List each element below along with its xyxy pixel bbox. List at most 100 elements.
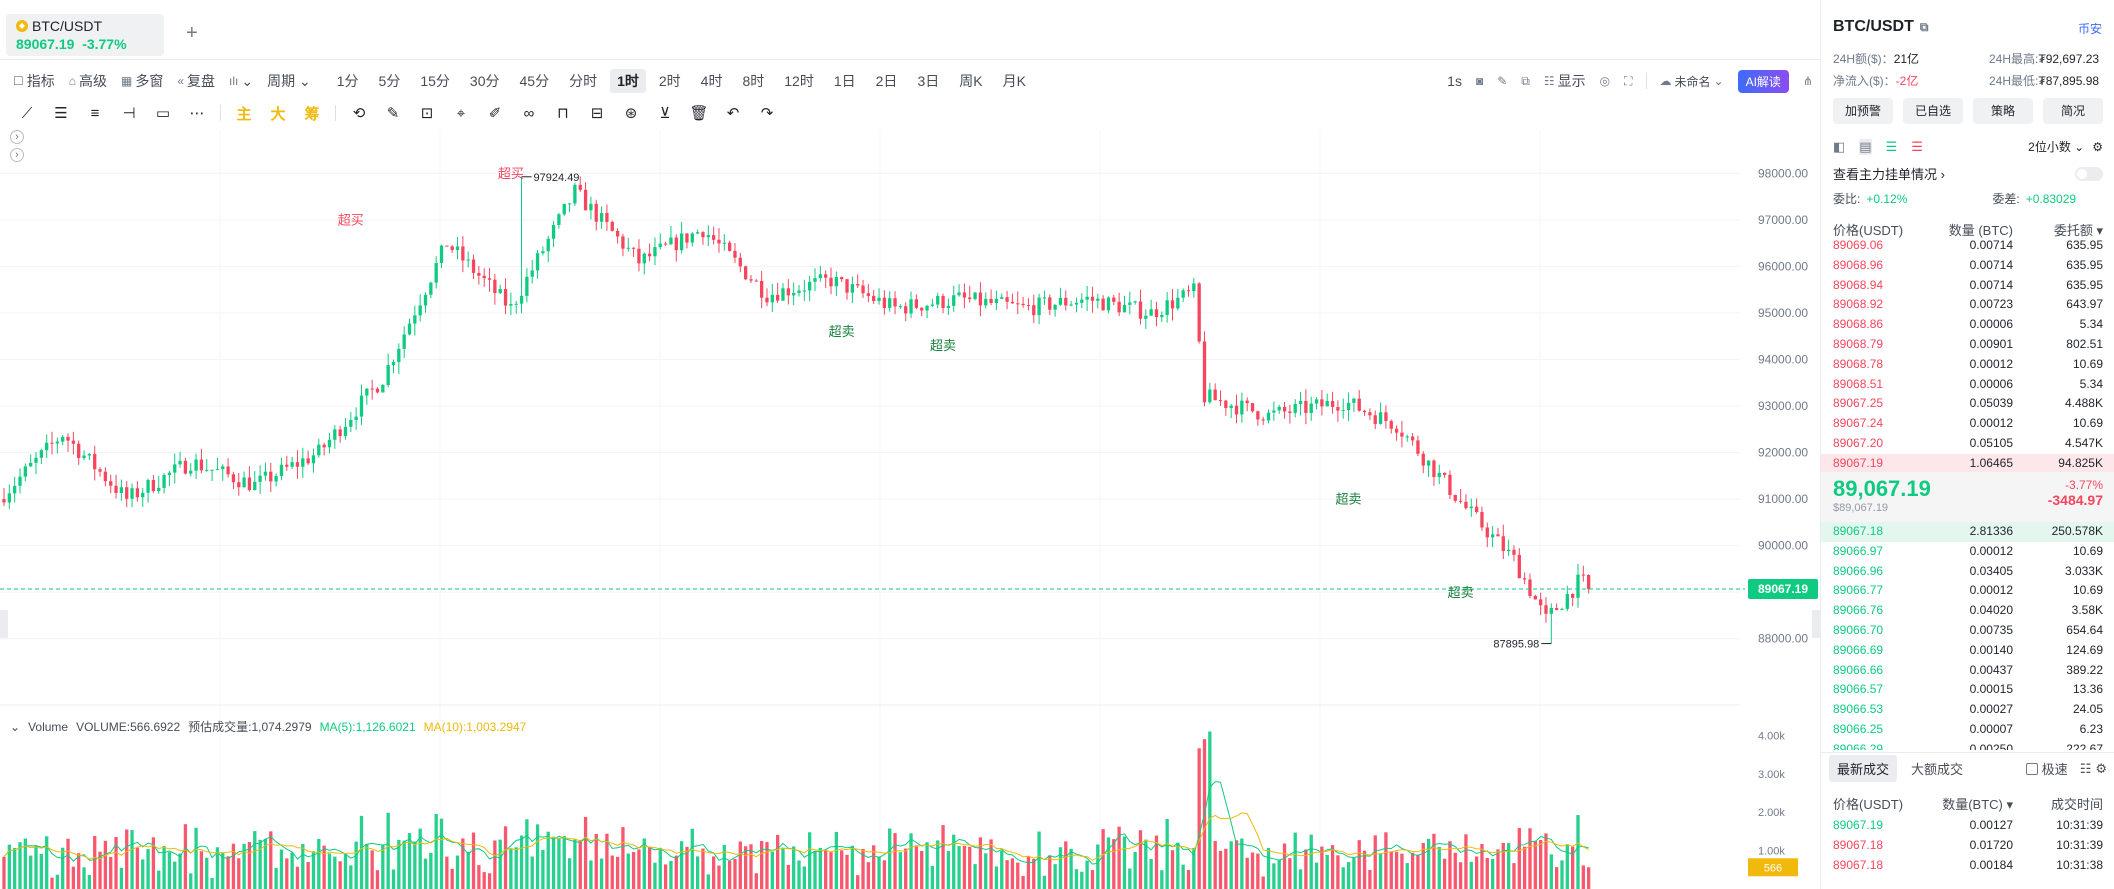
ask-row[interactable]: 89068.94 0.00714 635.95 — [1821, 276, 2114, 296]
drawing-tool-3[interactable]: ⊣ — [122, 105, 136, 122]
interval-2[interactable]: 15分 — [420, 73, 450, 89]
ai-button[interactable]: AI解读 — [1731, 69, 1796, 93]
drawing-tool-7[interactable]: 大 — [270, 105, 286, 123]
ask-row[interactable]: 89068.78 0.00012 10.69 — [1821, 355, 2114, 375]
toolbar-replay-button[interactable]: «复盘 — [170, 69, 222, 93]
toolbar-ctype-button[interactable]: ılı ⌄ — [222, 69, 260, 93]
bid-row[interactable]: 89067.18 2.81336 250.578K — [1821, 522, 2114, 542]
ask-row[interactable]: 89068.79 0.00901 802.51 — [1821, 335, 2114, 355]
drawing-tool-11[interactable]: ⊡ — [420, 105, 434, 122]
view-both-icon[interactable]: ◧ — [1833, 138, 1846, 154]
tab-large-trades[interactable]: 大额成交 — [1911, 762, 1964, 777]
expand-icon[interactable]: › — [10, 130, 24, 144]
panel-button-0[interactable]: 加预警 — [1833, 98, 1893, 124]
panel-button-1[interactable]: 已自选 — [1903, 98, 1963, 124]
drawing-tool-2[interactable]: ≡ — [90, 104, 100, 122]
interval-13[interactable]: 3日 — [917, 73, 940, 89]
drawing-tool-9[interactable]: ⟲ — [352, 105, 366, 122]
ask-row[interactable]: 89067.25 0.05039 4.488K — [1821, 394, 2114, 414]
trade-row[interactable]: 89067.19 0.00127 10:31:39 — [1821, 816, 2114, 836]
interval-6[interactable]: 1时 — [610, 69, 646, 93]
ob-header-total[interactable]: 委托额 ▾ — [2053, 223, 2103, 238]
drawing-tool-16[interactable]: ⊟ — [590, 105, 604, 122]
decimals-dropdown[interactable]: 2位小数 ⌄ — [2028, 140, 2085, 154]
candlestick-chart[interactable]: 98000.00 97000.00 96000.00 95000.00 94000.00… — [0, 130, 1820, 889]
drawing-tool-21[interactable]: ↷ — [760, 105, 774, 122]
drawing-tool-8[interactable]: 筹 — [304, 105, 320, 123]
bid-row[interactable]: 89066.77 0.00012 10.69 — [1821, 581, 2114, 601]
interval-14[interactable]: 周K — [959, 73, 983, 89]
ask-row[interactable]: 89067.20 0.05105 4.547K — [1821, 434, 2114, 454]
pen-icon[interactable]: ✎ — [1497, 74, 1508, 88]
camera-icon[interactable]: ◙ — [1475, 74, 1484, 88]
toolbar-multi-button[interactable]: ▦ 多窗 — [114, 69, 170, 93]
ask-row[interactable]: 89067.24 0.00012 10.69 — [1821, 414, 2114, 434]
drawing-tool-6[interactable]: 主 — [236, 105, 252, 123]
expand-icon[interactable]: › — [10, 148, 24, 162]
list-icon[interactable]: ☷ — [2079, 760, 2092, 776]
drawing-tool-17[interactable]: ⊛ — [624, 105, 638, 122]
display-button[interactable]: ☷ 显示 — [1537, 69, 1593, 93]
interval-5[interactable]: 分时 — [569, 73, 598, 89]
bid-row[interactable]: 89066.66 0.00437 389.22 — [1821, 661, 2114, 681]
bid-row[interactable]: 89066.25 0.00007 6.23 — [1821, 720, 2114, 740]
period-dropdown[interactable]: 周期 ⌄ — [260, 69, 318, 93]
bid-row[interactable]: 89066.76 0.04020 3.58K — [1821, 601, 2114, 621]
drawing-tool-19[interactable]: 🗑 — [689, 105, 709, 122]
bid-row[interactable]: 89066.53 0.00027 24.05 — [1821, 700, 2114, 720]
interval-1[interactable]: 5分 — [378, 73, 401, 89]
panel-button-2[interactable]: 策略 — [1973, 98, 2033, 124]
drawing-tool-15[interactable]: ⊓ — [557, 105, 569, 122]
ask-row[interactable]: 89069.06 0.00714 635.95 — [1821, 236, 2114, 256]
layout-dropdown[interactable]: ☁ 未命名 ⌄ — [1659, 74, 1724, 89]
interval-3[interactable]: 30分 — [469, 73, 500, 89]
interval-0[interactable]: 1分 — [336, 73, 359, 89]
interval-10[interactable]: 12时 — [784, 73, 814, 89]
trade-row[interactable]: 89067.18 0.01720 10:31:39 — [1821, 836, 2114, 856]
interval-12[interactable]: 2日 — [875, 73, 898, 89]
ask-row[interactable]: 89068.51 0.00006 5.34 — [1821, 375, 2114, 395]
drawing-tool-20[interactable]: ↶ — [726, 105, 740, 122]
view-split-icon[interactable]: ▤ — [1859, 138, 1872, 155]
collapse-volume-icon[interactable]: ⌄ — [10, 719, 21, 734]
ask-row[interactable]: 89068.92 0.00723 643.97 — [1821, 295, 2114, 315]
toolbar-advanced-button[interactable]: ⌂ 高级 — [62, 69, 114, 93]
drawing-tool-5[interactable]: ⋯ — [189, 105, 205, 122]
interval-4[interactable]: 45分 — [519, 73, 550, 89]
interval-15[interactable]: 月K — [1002, 73, 1026, 89]
view-orders-link[interactable]: 查看主力挂单情况 › — [1833, 167, 1945, 182]
drawing-tool-13[interactable]: ✐ — [488, 105, 502, 122]
bid-row[interactable]: 89066.69 0.00140 124.69 — [1821, 641, 2114, 661]
drawing-tool-1[interactable]: ☰ — [54, 105, 68, 122]
drawing-tool-10[interactable]: ✎ — [386, 105, 400, 122]
pair-tab[interactable]: ◆ BTC/USDT 89067.19 -3.77% — [6, 14, 164, 56]
interval-9[interactable]: 8时 — [742, 73, 765, 89]
trades-header-amount[interactable]: 数量(BTC) ▾ — [1942, 797, 2013, 812]
orderbook-settings-icon[interactable]: ⚙ — [2092, 139, 2103, 154]
share-icon[interactable]: ⋔ — [1802, 74, 1813, 88]
copy-icon[interactable]: ⧉ — [1919, 19, 1929, 34]
drawing-tool-0[interactable]: ⟋ — [21, 104, 33, 122]
speed-button[interactable]: 1s — [1440, 69, 1469, 93]
fullscreen-icon[interactable]: ⛶ — [1624, 73, 1633, 88]
toolbar-indicator-button[interactable]: ☐ 指标 — [6, 69, 62, 93]
exchange-link[interactable]: 币安 — [2077, 22, 2102, 36]
copy-icon[interactable]: ⧉ — [1521, 73, 1530, 88]
bid-row[interactable]: 89066.97 0.00012 10.69 — [1821, 542, 2114, 562]
interval-7[interactable]: 2时 — [658, 73, 681, 89]
tab-latest-trades[interactable]: 最新成交 — [1829, 755, 1898, 782]
bid-row[interactable]: 89066.96 0.03405 3.033K — [1821, 562, 2114, 582]
bid-row[interactable]: 89066.29 0.00250 222.67 — [1821, 740, 2114, 750]
drawing-tool-14[interactable]: ∞ — [523, 104, 535, 122]
ask-row[interactable]: 89068.86 0.00006 5.34 — [1821, 315, 2114, 335]
fast-checkbox[interactable] — [2025, 762, 2038, 775]
settings-icon[interactable]: ◎ — [1599, 74, 1611, 88]
bid-row[interactable]: 89066.57 0.00015 13.36 — [1821, 680, 2114, 700]
ask-row[interactable]: 89068.96 0.00714 635.95 — [1821, 256, 2114, 276]
add-tab-button[interactable]: + — [186, 22, 198, 44]
panel-button-3[interactable]: 简况 — [2043, 98, 2103, 124]
bid-row[interactable]: 89066.70 0.00735 654.64 — [1821, 621, 2114, 641]
trade-row[interactable]: 89067.18 0.00184 10:31:38 — [1821, 856, 2114, 876]
right-collapse-handle[interactable] — [1812, 610, 1820, 638]
orders-toggle[interactable] — [2075, 166, 2103, 181]
